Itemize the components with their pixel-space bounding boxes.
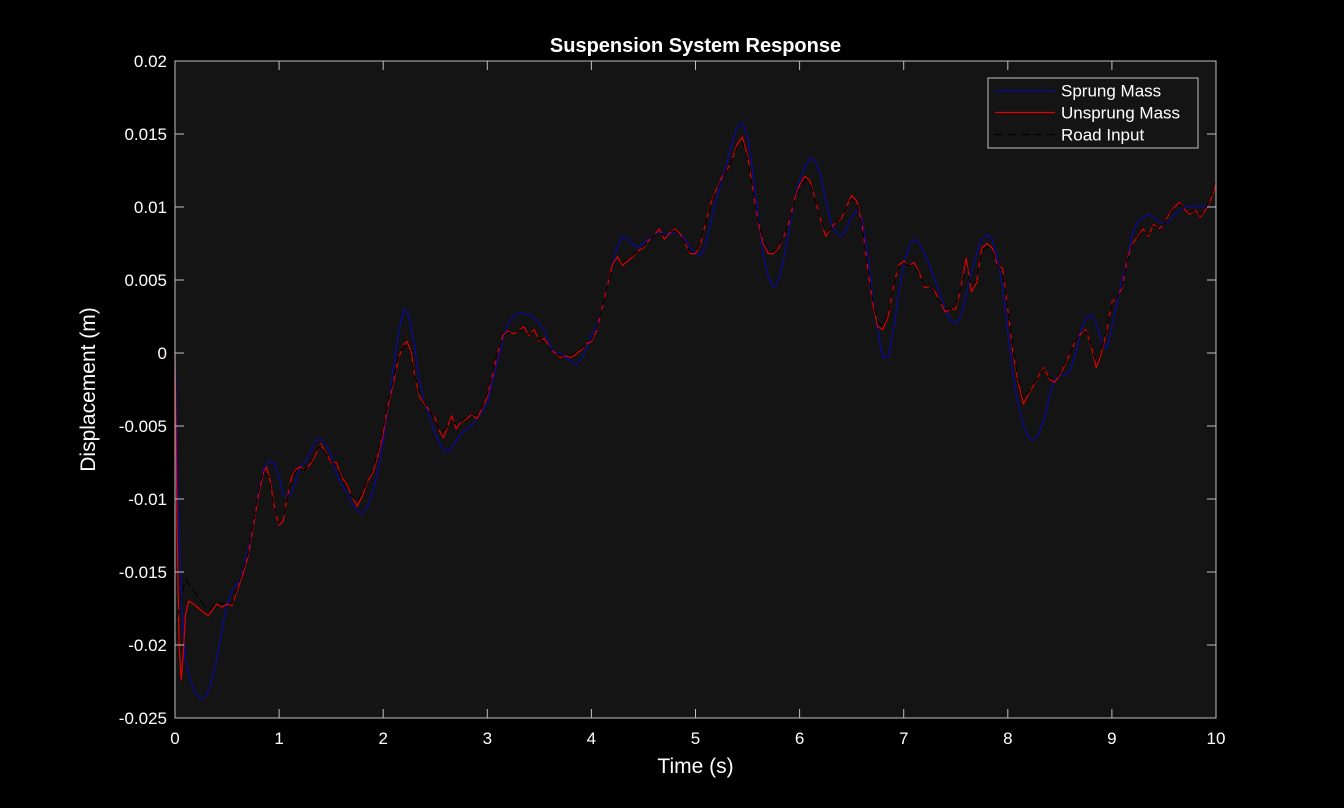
x-tick-label: 10 [1207, 729, 1226, 748]
x-tick-label: 1 [274, 729, 283, 748]
x-tick-label: 7 [899, 729, 908, 748]
y-tick-label: -0.01 [128, 490, 167, 509]
y-tick-label: -0.02 [128, 636, 167, 655]
x-tick-label: 9 [1107, 729, 1116, 748]
x-axis-ticks: 0 1 2 3 4 5 6 7 8 9 10 [170, 61, 1225, 748]
chart-title: Suspension System Response [550, 35, 841, 57]
x-tick-label: 5 [691, 729, 700, 748]
x-tick-label: 8 [1003, 729, 1012, 748]
y-tick-label: 0.01 [134, 198, 167, 217]
y-tick-label: -0.015 [119, 563, 167, 582]
legend-label-unsprung-mass: Unsprung Mass [1061, 104, 1180, 123]
series-layer [174, 121, 1217, 700]
y-tick-label: 0.015 [124, 125, 167, 144]
x-axis-label: Time (s) [657, 755, 733, 778]
y-axis-ticks: -0.025 -0.02 -0.015 -0.01 -0.005 0 0.005 0.01 0.… [119, 52, 1216, 728]
axes-background [175, 61, 1216, 718]
y-tick-label: 0 [158, 344, 167, 363]
x-tick-label: 6 [795, 729, 804, 748]
x-tick-label: 3 [483, 729, 492, 748]
y-tick-label: 0.005 [124, 271, 167, 290]
x-tick-label: 4 [587, 729, 596, 748]
y-axis-label: Displacement (m) [77, 307, 100, 472]
legend: Sprung Mass Unsprung Mass Road Input [987, 77, 1199, 149]
x-tick-label: 2 [378, 729, 387, 748]
legend-label-sprung-mass: Sprung Mass [1061, 82, 1161, 101]
series-line-sprung-mass [174, 121, 1216, 700]
y-tick-label: -0.025 [119, 709, 167, 728]
series-line-road-input [174, 140, 1217, 631]
y-tick-label: 0.02 [134, 52, 167, 71]
x-tick-label: 0 [170, 729, 179, 748]
y-tick-label: -0.005 [119, 417, 167, 436]
legend-label-road-input: Road Input [1061, 126, 1144, 145]
